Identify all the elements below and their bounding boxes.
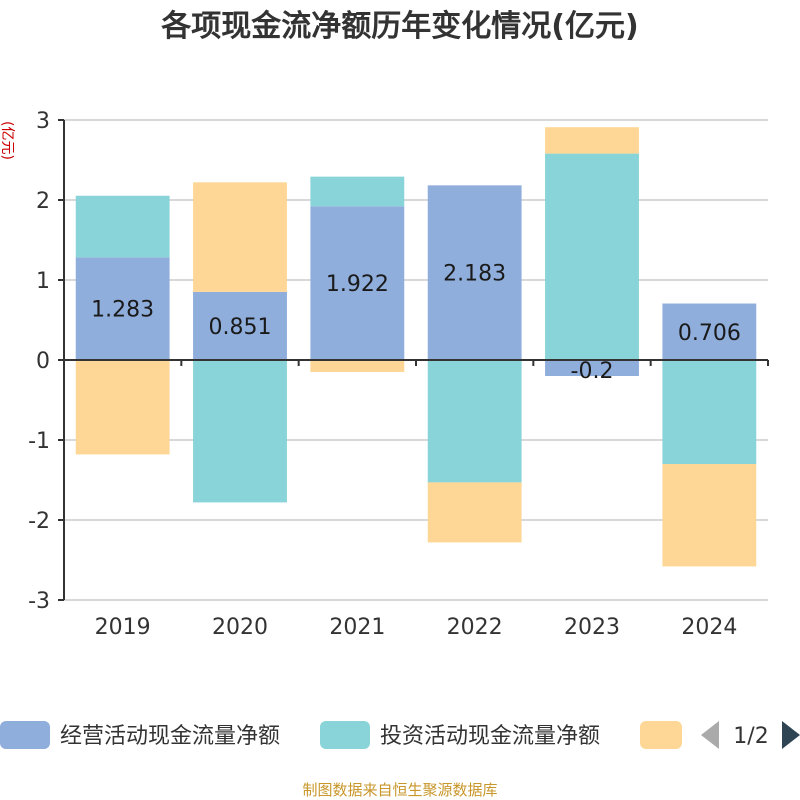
x-tick-label-2021: 2021 [329,615,385,640]
bar-2021-series-0[interactable] [310,206,405,360]
bars [75,127,757,567]
legend-label-operating: 经营活动现金流量净额 [60,724,280,749]
y-tick-label: -3 [28,589,50,614]
bar-2023-series-1[interactable] [545,153,639,360]
legend-item-third[interactable] [640,721,682,749]
y-tick-labels: 3 2 1 0 -1 -2 -3 [28,109,50,614]
legend-next-arrow-icon[interactable] [782,721,800,749]
x-tick-label-2019: 2019 [95,615,151,640]
bar-2024-series-0[interactable] [662,303,757,360]
bar-2021-series-2[interactable] [310,360,405,372]
y-tick-label: -1 [28,429,50,454]
bar-2019-series-2[interactable] [75,360,170,455]
y-tick-label: 3 [36,109,50,134]
y-tick-label: -2 [28,509,50,534]
bar-2019-series-1[interactable] [75,195,170,258]
bar-2023-series-2[interactable] [545,127,639,154]
x-tick-labels: 2019 2020 2021 2022 2023 2024 [95,615,738,640]
bar-2024-series-1[interactable] [662,360,757,464]
data-label-2021: 1.922 [326,272,389,297]
x-tick-label-2024: 2024 [681,615,737,640]
data-label-2024: 0.706 [678,321,741,346]
legend-item-operating[interactable]: 经营活动现金流量净额 [0,721,280,749]
bar-2020-series-2[interactable] [193,182,287,292]
legend: 经营活动现金流量净额 投资活动现金流量净额 1/2 [0,721,800,749]
data-label-2022: 2.183 [443,262,506,287]
data-label-2023: -0.2 [571,359,614,384]
bar-2024-series-2[interactable] [662,464,757,567]
y-tick-label: 2 [36,189,50,214]
x-tick-label-2020: 2020 [212,615,268,640]
legend-label-investing: 投资活动现金流量净额 [380,724,600,749]
chart-title: 各项现金流净额历年变化情况(亿元) [160,9,638,44]
bar-2022-series-1[interactable] [427,360,522,483]
y-tick-label: 0 [36,349,50,374]
bar-2020-series-1[interactable] [193,360,287,503]
y-axis-unit: (亿元) [0,121,15,160]
bar-2019-series-0[interactable] [75,257,170,360]
bar-2020-series-0[interactable] [193,291,287,360]
source-note: 制图数据来自恒生聚源数据库 [302,781,497,799]
legend-swatch-third [640,721,682,749]
legend-prev-arrow-icon[interactable] [701,721,719,749]
legend-item-investing[interactable]: 投资活动现金流量净额 [320,721,600,749]
axes [58,119,769,601]
bar-2023-series-0[interactable] [545,360,639,376]
bar-2022-series-2[interactable] [427,482,522,543]
bar-2021-series-1[interactable] [310,176,405,207]
x-tick-label-2023: 2023 [564,615,620,640]
bar-2022-series-0[interactable] [427,185,522,360]
y-tick-label: 1 [36,269,50,294]
data-labels: 1.283 0.851 1.922 2.183 -0.2 0.706 [91,262,741,384]
legend-swatch-investing [320,721,370,749]
data-label-2019: 1.283 [91,298,154,323]
legend-page-indicator: 1/2 [733,724,768,749]
legend-swatch-operating [0,721,50,749]
x-tick-label-2022: 2022 [447,615,503,640]
data-label-2020: 0.851 [209,315,272,340]
